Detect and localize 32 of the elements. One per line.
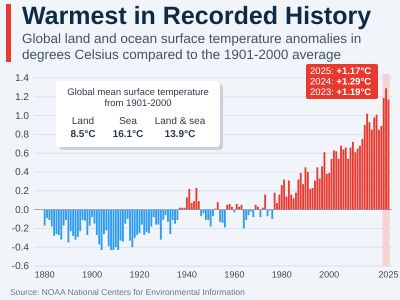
- y-tick-label: 0.4: [15, 167, 30, 178]
- y-tick-label: 1.2: [15, 92, 30, 103]
- annotation: 13.9°C: [164, 129, 196, 140]
- y-tick-label: -0.2: [12, 224, 30, 235]
- x-tick-label: 2000: [319, 269, 340, 280]
- annotation: 2023: +1.19°C: [310, 87, 372, 98]
- x-tick-label: 1980: [272, 269, 292, 280]
- annotation: 16.1°C: [112, 129, 144, 140]
- annotation: Global mean surface temperature from 1901-2000: [67, 87, 209, 109]
- text: 2025: +1.17°C: [310, 66, 372, 77]
- x-tick-label: 1900: [82, 269, 102, 280]
- y-tick-label: 0.6: [15, 148, 30, 160]
- annotation: 2024: +1.29°C: [310, 76, 372, 88]
- y-tick-label: 0.2: [15, 186, 30, 197]
- annotation: 8.5°C: [70, 129, 96, 140]
- y-tick-label: -0.4: [12, 242, 30, 254]
- x-tick-label: 1920: [129, 269, 150, 280]
- annotation: Land & sea: [154, 116, 206, 127]
- chart-title: Warmest in Recorded History: [22, 2, 372, 30]
- chart-subtitle: Global land and ocean surface temperature anomalies in degrees Celsius compared to the 1901-2000 average: [22, 31, 362, 62]
- x-tick-label: 2025: [378, 269, 398, 280]
- y-tick-label: -0.6: [12, 261, 30, 272]
- y-tick-label: 0.8: [15, 130, 30, 141]
- y-tick-label: 1.4: [15, 73, 30, 84]
- source-note: Source: NOAA National Centers for Environmental Information: [10, 287, 246, 297]
- x-tick-label: 1880: [34, 269, 55, 280]
- y-tick-label: 0.0: [15, 204, 30, 216]
- x-tick-label: 1960: [224, 269, 244, 280]
- y-tick-label: 1.0: [15, 110, 30, 122]
- annotation: Land: [72, 116, 94, 127]
- annotation: Sea: [119, 116, 138, 127]
- x-tick-label: 1940: [176, 269, 197, 280]
